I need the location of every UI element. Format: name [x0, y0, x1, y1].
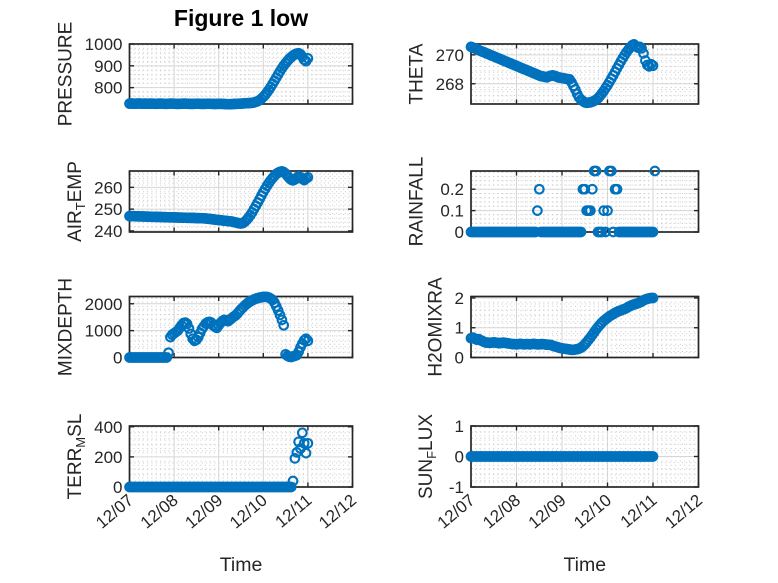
y-tick-label: 0.2 — [440, 180, 464, 199]
tick-marks — [470, 296, 700, 359]
series-h2omixra — [465, 292, 659, 356]
y-tick-label: 260 — [94, 178, 122, 197]
series-air-temp — [124, 166, 314, 229]
y-tick-label: 0 — [455, 349, 464, 368]
subplot-mixdepth: 0 1000 2000 MIXDEPTH — [56, 278, 354, 376]
y-tick-label: 1000 — [85, 322, 123, 341]
y-tick-label: 250 — [94, 200, 122, 219]
y-tick-label: 200 — [94, 448, 122, 467]
subplot-air-temp: 240 250 260 AIRTEMP — [65, 161, 354, 242]
subplot-rainfall: 0 0.1 0.2 RAINFALL — [407, 157, 700, 247]
x-axis-label: Time — [563, 554, 606, 576]
x-tick-label: 12/09 — [181, 491, 226, 533]
series-mixdepth — [124, 291, 314, 363]
y-tick-label: 400 — [94, 418, 122, 437]
x-tick-label: 12/12 — [315, 491, 360, 533]
major-grid — [471, 44, 699, 104]
y-tick-label: 0 — [113, 478, 122, 497]
series-sun-flux — [465, 451, 659, 462]
y-tick-label: 2000 — [85, 295, 123, 314]
y-axis-label: AIRTEMP — [65, 161, 88, 242]
x-axis-label: Time — [220, 554, 263, 576]
x-tick-label: 12/08 — [137, 491, 182, 533]
y-tick-label: 1 — [455, 319, 464, 338]
y-tick-label: 0 — [455, 223, 464, 242]
y-axis-label: MIXDEPTH — [56, 278, 77, 376]
y-tick-label: 0.1 — [440, 202, 464, 221]
plot-area — [471, 44, 699, 104]
y-axis-label: H2OMIXRA — [426, 277, 447, 377]
y-tick-label: 1 — [455, 417, 464, 436]
y-tick-label: -1 — [449, 478, 464, 497]
y-tick-label: 1000 — [85, 35, 123, 54]
x-tick-label: 12/11 — [617, 491, 661, 532]
x-tick-label: 12/09 — [525, 491, 570, 533]
series-rainfall — [465, 165, 661, 238]
y-tick-label: 800 — [94, 79, 122, 98]
y-tick-label: 0 — [113, 349, 122, 368]
y-axis-label: SUNFLUX — [416, 414, 439, 499]
y-tick-label: 270 — [436, 46, 464, 65]
x-tick-label: 12/08 — [479, 491, 524, 533]
x-tick-label: 12/12 — [661, 491, 706, 533]
x-tick-label: 12/10 — [226, 491, 271, 533]
y-tick-label: 240 — [94, 222, 122, 241]
axes-box — [470, 295, 700, 359]
figure-title: Figure 1 low — [173, 5, 309, 31]
axes-box — [128, 170, 354, 233]
x-tick-label: 12/10 — [570, 491, 615, 533]
series-terr-msl — [124, 427, 314, 493]
subplot-theta: 268 270 THETA — [407, 39, 700, 109]
y-tick-label: 0 — [455, 448, 464, 467]
series-pressure — [124, 47, 314, 110]
y-tick-label: 900 — [94, 57, 122, 76]
minor-grid — [472, 171, 698, 231]
y-axis-label: PRESSURE — [56, 22, 77, 127]
axes-box — [128, 295, 354, 359]
subplot-pressure: 800 900 1000 PRESSURE — [56, 22, 354, 127]
plot-area — [129, 44, 353, 104]
y-tick-label: 268 — [436, 75, 464, 94]
y-axis-label: THETA — [407, 43, 428, 104]
y-axis-label: RAINFALL — [407, 157, 428, 247]
subplot-h2omixra: 0 1 2 H2OMIXRA — [426, 277, 700, 377]
x-tick-label: 12/11 — [272, 491, 316, 532]
y-axis-label: TERRMSL — [65, 414, 88, 500]
tick-marks — [470, 44, 700, 104]
y-tick-label: 2 — [455, 289, 464, 308]
series-theta — [465, 39, 659, 109]
